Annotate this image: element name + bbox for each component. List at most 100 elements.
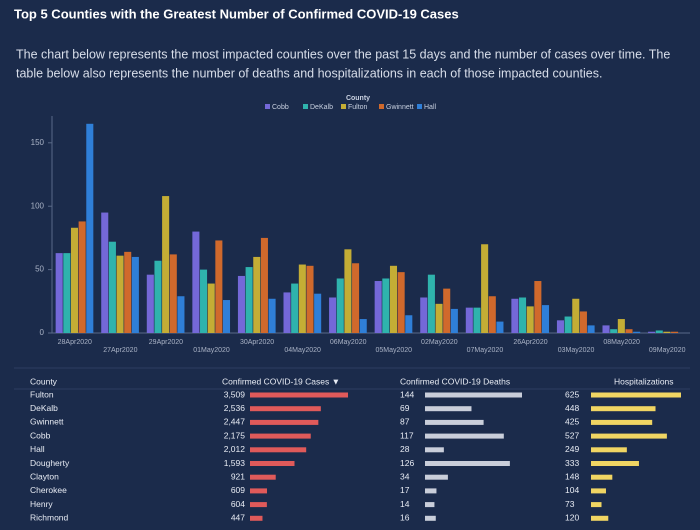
- deaths-bar: [425, 488, 437, 494]
- y-tick-label: 50: [35, 265, 44, 274]
- county-cell: Fulton: [30, 389, 54, 399]
- hospitalizations-cell: 425: [565, 417, 579, 427]
- table-header: County: [30, 376, 58, 386]
- deaths-cell: 28: [400, 444, 410, 454]
- deaths-cell: 16: [400, 513, 410, 523]
- cases-cell: 2,447: [224, 417, 246, 427]
- county-cell: Hall: [30, 444, 45, 454]
- cases-cell: 604: [231, 499, 245, 509]
- legend-label: Fulton: [348, 104, 368, 111]
- bar: [602, 325, 610, 333]
- deaths-bar: [425, 447, 444, 453]
- bar: [481, 244, 489, 333]
- bar: [496, 321, 504, 333]
- deaths-cell: 69: [400, 403, 410, 413]
- deaths-cell: 34: [400, 471, 410, 481]
- bar: [541, 305, 550, 333]
- county-cell: Dougherty: [30, 458, 70, 468]
- bar: [268, 298, 276, 333]
- hospitalizations-cell: 448: [565, 403, 579, 413]
- bar: [579, 311, 587, 333]
- cases-cell: 609: [231, 485, 245, 495]
- deaths-cell: 126: [400, 458, 414, 468]
- bar: [154, 260, 162, 333]
- legend-swatch: [265, 104, 270, 109]
- bar: [101, 212, 109, 333]
- bar: [648, 331, 656, 333]
- deaths-bar: [425, 515, 436, 521]
- hospitalizations-cell: 333: [565, 458, 579, 468]
- bar: [534, 281, 542, 333]
- table-header: Confirmed COVID-19 Cases ▼: [222, 376, 340, 386]
- hospitalizations-bar: [591, 461, 639, 466]
- bar: [617, 319, 625, 333]
- hospitalizations-bar: [591, 515, 609, 521]
- bar: [146, 274, 154, 333]
- bar: [131, 256, 139, 333]
- cases-cell: 2,175: [224, 430, 246, 440]
- legend-label: Hall: [424, 104, 437, 111]
- hospitalizations-bar: [591, 502, 602, 508]
- bar: [427, 274, 435, 333]
- x-tick-label: 07May2020: [467, 347, 504, 354]
- x-tick-label: 05May2020: [375, 347, 412, 354]
- hospitalizations-cell: 120: [565, 513, 579, 523]
- hospitalizations-bar: [591, 474, 613, 480]
- bar: [177, 296, 185, 333]
- cases-cell: 2,536: [224, 403, 246, 413]
- deaths-bar: [425, 392, 522, 398]
- legend-label: Cobb: [272, 104, 289, 111]
- hospitalizations-bar: [591, 488, 606, 494]
- bar: [260, 237, 268, 333]
- bar: [519, 297, 527, 333]
- bar: [671, 331, 679, 333]
- bar: [55, 253, 63, 333]
- hospitalizations-bar: [591, 433, 667, 439]
- x-tick-label: 26Apr2020: [513, 339, 547, 346]
- legend-label: DeKalb: [310, 104, 333, 111]
- bar: [465, 307, 473, 333]
- description-line: table below also represents the number o…: [16, 66, 602, 80]
- deaths-bar: [425, 461, 510, 466]
- bar: [625, 329, 633, 333]
- deaths-bar: [425, 433, 504, 439]
- bar: [572, 298, 580, 333]
- bar: [663, 331, 671, 333]
- bar: [450, 308, 458, 333]
- deaths-cell: 14: [400, 499, 410, 509]
- bar: [291, 283, 299, 333]
- bar: [488, 296, 496, 333]
- bar: [329, 297, 337, 333]
- county-cell: Richmond: [30, 513, 69, 523]
- bar: [245, 267, 253, 333]
- bar: [382, 278, 390, 333]
- table-header: Confirmed COVID-19 Deaths: [400, 376, 510, 386]
- hospitalizations-bar: [591, 447, 627, 453]
- bar: [374, 281, 382, 333]
- cases-bar: [250, 406, 321, 412]
- x-tick-label: 27Apr2020: [103, 347, 137, 354]
- cases-cell: 921: [231, 471, 245, 481]
- bar: [405, 315, 413, 333]
- cases-bar: [250, 502, 267, 508]
- table-header: Hospitalizations: [614, 376, 674, 386]
- y-tick-label: 0: [40, 328, 45, 337]
- bar: [200, 269, 208, 333]
- bar: [215, 240, 223, 333]
- deaths-bar: [425, 419, 484, 425]
- hospitalizations-cell: 73: [565, 499, 575, 509]
- county-cell: Cherokee: [30, 485, 67, 495]
- legend-swatch: [379, 104, 384, 109]
- bar: [344, 249, 352, 333]
- y-tick-label: 100: [31, 201, 45, 210]
- bar: [192, 231, 200, 333]
- bar: [587, 325, 595, 333]
- hospitalizations-bar: [591, 392, 681, 398]
- county-cell: Clayton: [30, 471, 59, 481]
- county-cell: Cobb: [30, 430, 51, 440]
- bar: [633, 331, 641, 333]
- bar: [86, 123, 94, 333]
- bar: [207, 283, 215, 333]
